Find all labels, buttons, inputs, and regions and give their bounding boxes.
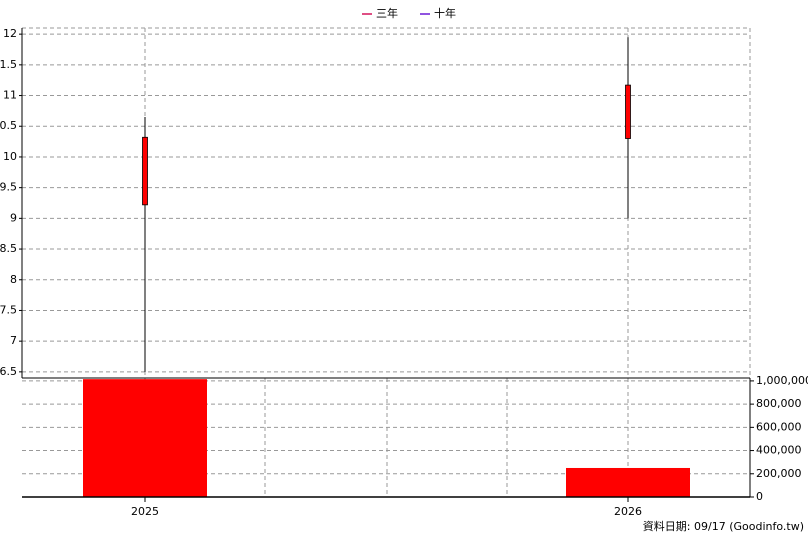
y-tick-label: 8.5 <box>0 242 17 255</box>
y-tick-label: 8 <box>10 273 17 286</box>
candle-body <box>625 84 631 139</box>
y2-tick-label: 800,000 <box>756 397 802 410</box>
candle-body <box>142 136 148 206</box>
y2-tick-label: 600,000 <box>756 420 802 433</box>
y2-tick-label: 1,000,000 <box>756 374 808 387</box>
y-tick-label: 7 <box>10 334 17 347</box>
y-tick-label: 9.5 <box>0 181 17 194</box>
legend-label: 三年 <box>376 6 398 20</box>
y-tick-label: 6.5 <box>0 365 17 378</box>
y-tick-label: 12 <box>3 27 17 40</box>
y-tick-label: 7.5 <box>0 303 17 316</box>
legend-label: 十年 <box>434 6 456 20</box>
y-tick-label: 1.5 <box>0 58 17 71</box>
y-tick-label: 9 <box>10 211 17 224</box>
x-tick-label: 2026 <box>614 505 642 518</box>
y2-tick-label: 200,000 <box>756 467 802 480</box>
x-tick-label: 2025 <box>131 505 159 518</box>
y-tick-label: 11 <box>3 89 17 102</box>
y2-tick-label: 400,000 <box>756 444 802 457</box>
y2-tick-label: 0 <box>756 490 763 503</box>
footnote: 資料日期: 09/17 (Goodinfo.tw) <box>643 519 804 533</box>
bar <box>566 467 690 497</box>
y-tick-label: 0.5 <box>0 119 17 132</box>
bar <box>83 379 207 497</box>
y-tick-label: 10 <box>3 150 17 163</box>
